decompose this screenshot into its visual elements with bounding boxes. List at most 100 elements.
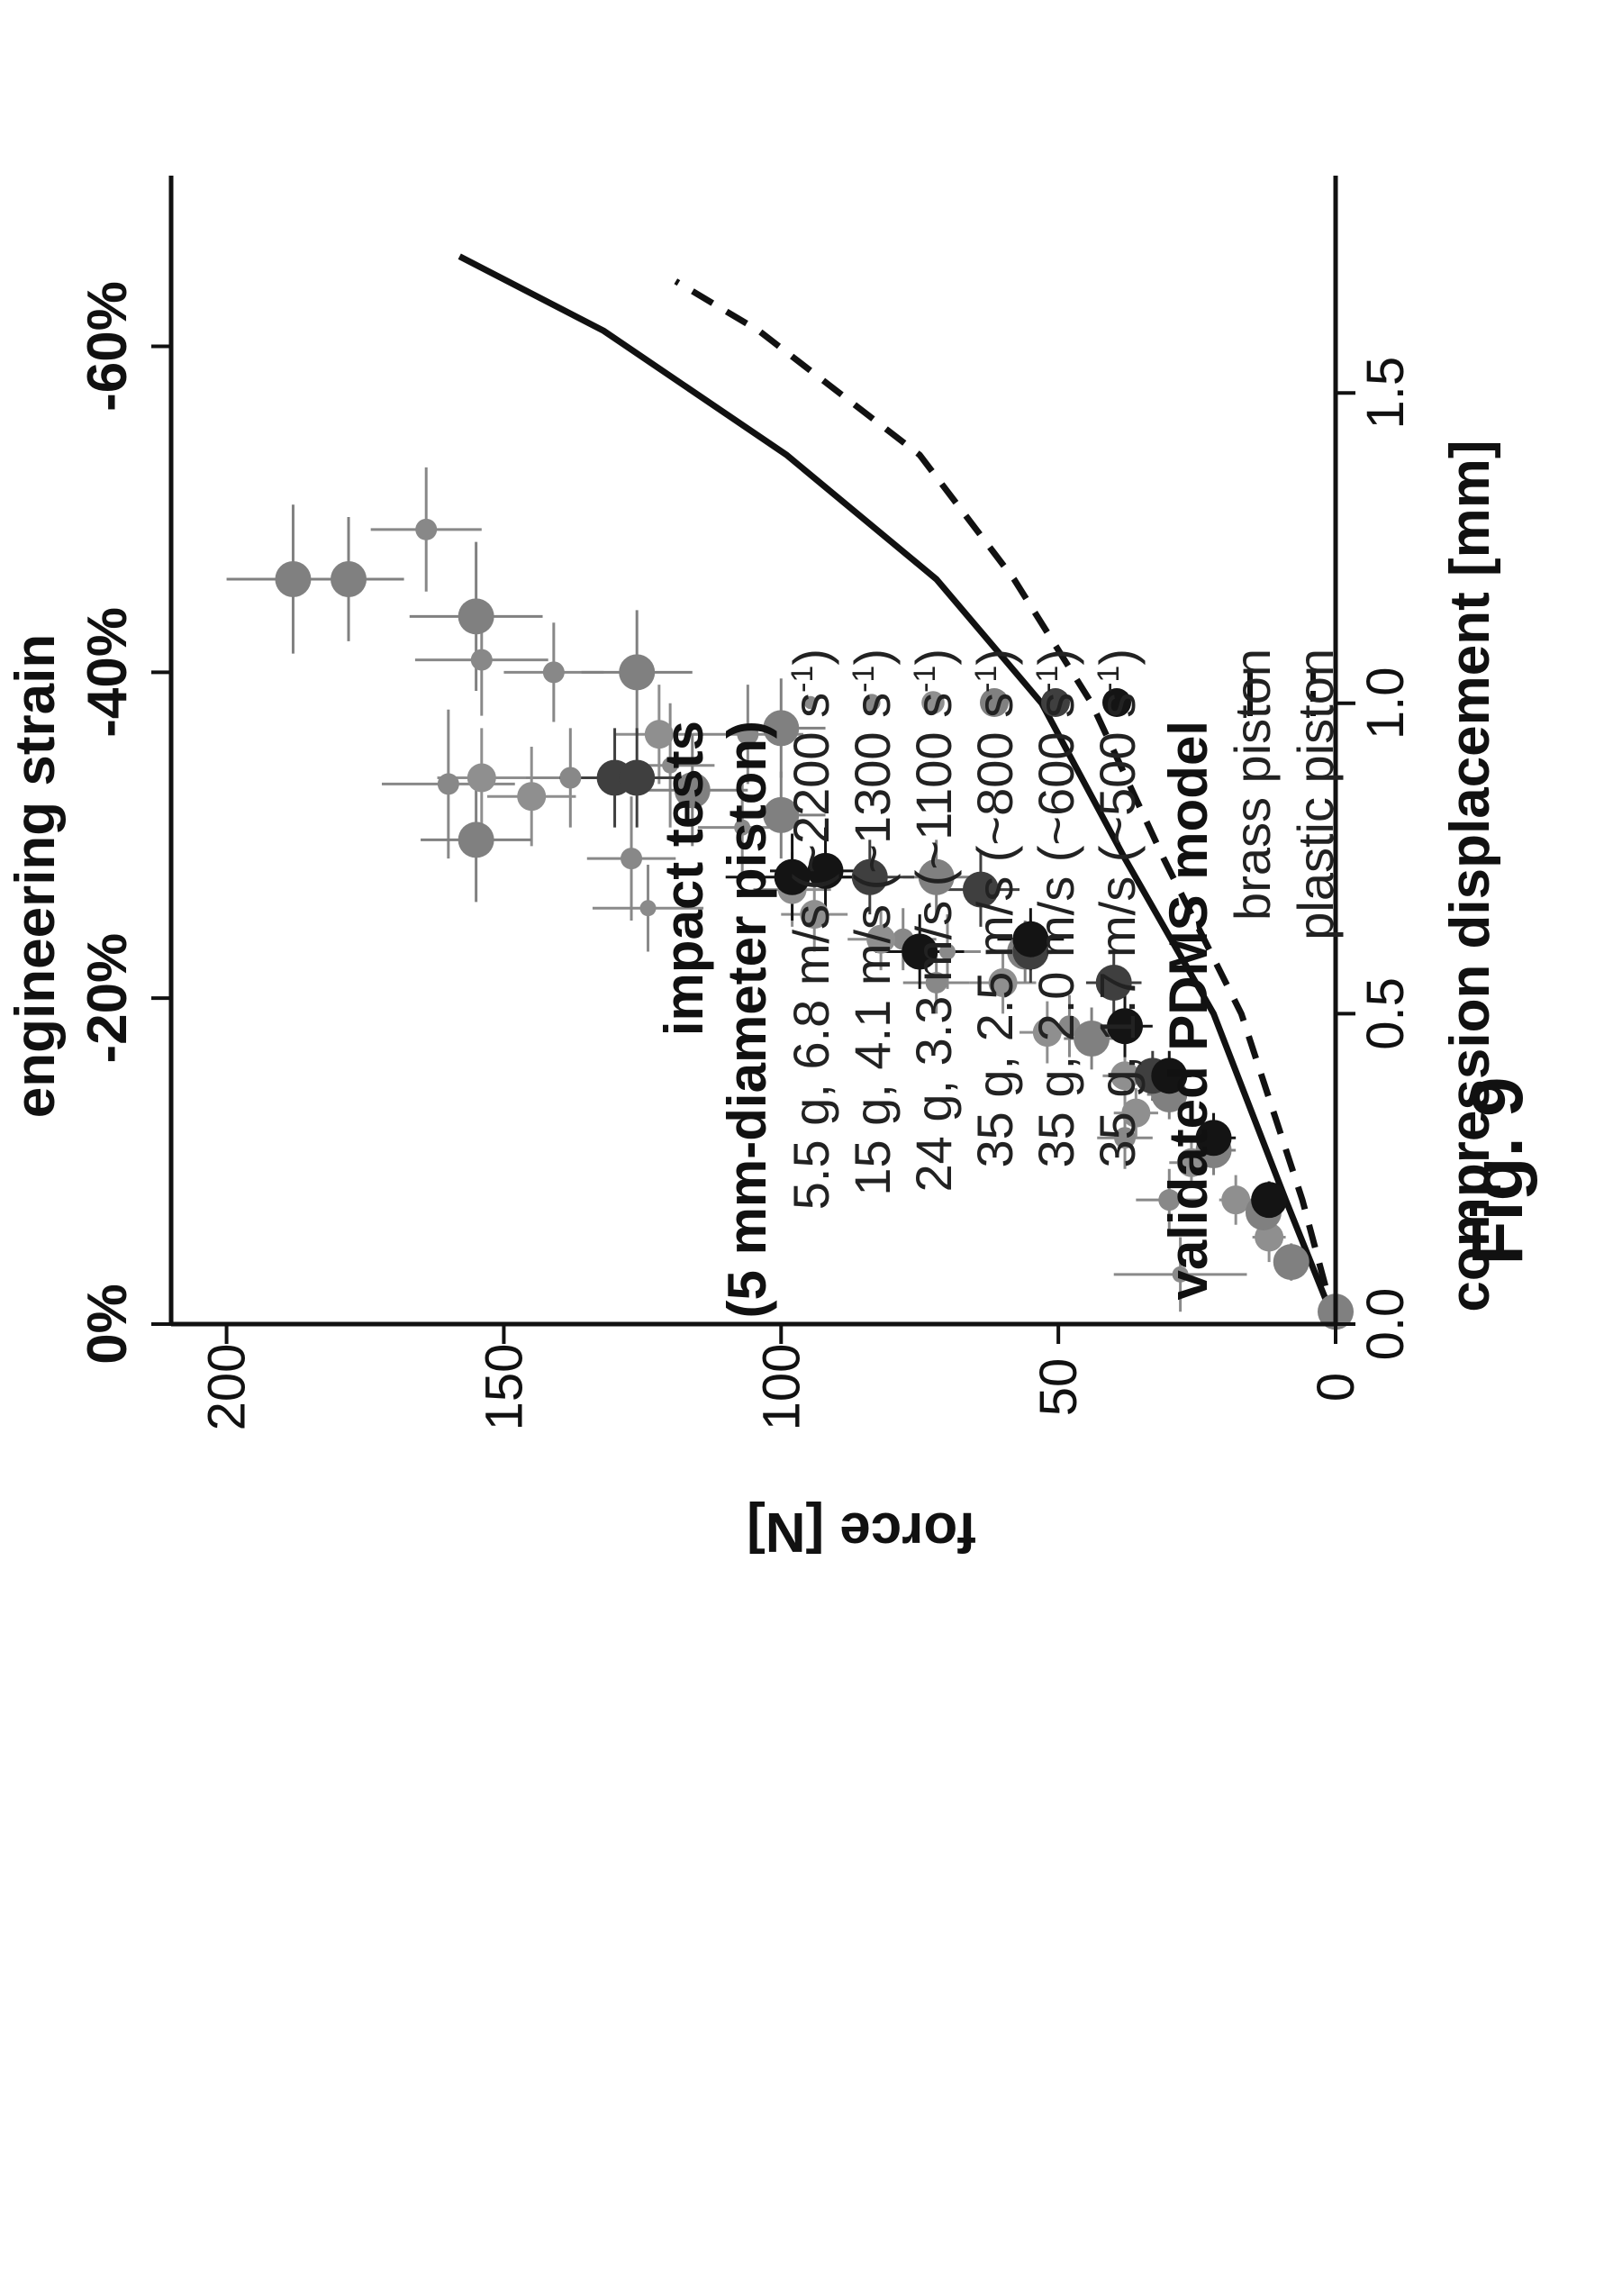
data-point <box>902 933 938 970</box>
data-point <box>962 871 999 908</box>
data-point <box>619 654 656 691</box>
force-tick-label: 200 <box>198 1344 257 1431</box>
strain-tick-label: 0% <box>77 1284 139 1365</box>
legend-line-label: plastic piston <box>1287 649 1344 940</box>
data-point <box>774 858 811 895</box>
data-point <box>470 649 493 671</box>
data-point <box>1121 1098 1151 1128</box>
data-point <box>674 772 711 809</box>
legend-series-label: 35 g, 1.7 m/s (~500 s-1) <box>1089 649 1146 1168</box>
legend-series-label: 24 g, 3.3 m/s (~1100 s-1) <box>905 649 962 1193</box>
legend-series-sup: -1 <box>1030 666 1065 693</box>
data-point <box>988 967 1018 997</box>
data-point <box>1195 1120 1232 1157</box>
data-point <box>807 852 844 889</box>
data-point <box>1172 1266 1189 1283</box>
data-point <box>1114 1127 1137 1149</box>
data-point <box>763 710 800 747</box>
legend-series-sup: -1 <box>1092 666 1126 693</box>
data-point <box>639 900 657 917</box>
legend-marker <box>921 691 945 714</box>
data-point <box>415 518 438 540</box>
legend-marker <box>1041 688 1070 717</box>
legend-series-name: 35 g, 1.7 m/s (~500 s <box>1089 693 1146 1168</box>
data-point <box>800 900 829 930</box>
data-point <box>1158 1189 1181 1212</box>
strain-tick-label: -60% <box>77 281 139 412</box>
legend: impact tests (5 mm-diameter piston) 5.5 g,… <box>654 649 1344 1318</box>
data-point <box>734 819 751 836</box>
data-point <box>621 848 643 870</box>
legend-series-close: ) <box>783 649 839 666</box>
displacement-tick-label: 0.5 <box>1356 977 1415 1050</box>
strain-axis-title: engineering strain <box>5 634 67 1118</box>
legend-marker <box>803 695 818 710</box>
force-tick-label: 150 <box>475 1344 533 1431</box>
strain-tick-label: -40% <box>77 607 139 738</box>
legend-series-label: 15 g, 4.1 m/s (~1300 s-1) <box>844 649 901 1196</box>
force-tick-label: 50 <box>1029 1358 1088 1417</box>
data-point <box>467 763 496 793</box>
legend-series-sup: -1 <box>908 666 942 693</box>
legend-series-name: 15 g, 4.1 m/s (~1300 s <box>844 693 901 1196</box>
legend-model-title: validated PDMS model <box>1158 721 1219 1300</box>
data-points <box>275 518 1354 1330</box>
force-tick-label: 0 <box>1307 1373 1365 1402</box>
data-point <box>737 723 759 746</box>
displacement-tick-label: 1.5 <box>1356 357 1415 430</box>
legend-marker <box>863 694 881 712</box>
data-point <box>1074 1020 1110 1057</box>
data-point <box>1012 921 1049 957</box>
legend-series-name: 35 g, 2.0 m/s (~600 s <box>1028 693 1084 1168</box>
legend-series-close: ) <box>844 649 901 666</box>
displacement-tick-label: 1.0 <box>1356 667 1415 740</box>
data-point <box>1095 964 1132 1001</box>
data-point <box>458 598 494 635</box>
data-point <box>851 858 888 895</box>
data-point <box>1058 1015 1081 1038</box>
legend-series-name: 35 g, 2.5 m/s (~800 s <box>966 693 1023 1168</box>
data-point <box>1273 1244 1309 1281</box>
legend-series-label: 35 g, 2.0 m/s (~600 s-1) <box>1028 649 1084 1168</box>
force-tick-label: 100 <box>752 1344 811 1431</box>
data-point <box>866 924 896 954</box>
legend-series-label: 5.5 g, 6.8 m/s (~2200 s-1) <box>783 649 839 1210</box>
data-point <box>1032 1018 1062 1048</box>
data-point <box>437 773 459 795</box>
data-point <box>1251 1182 1288 1219</box>
figure-label: Fig. 9 <box>1457 1077 1537 1266</box>
legend-impact-subtitle: (5 mm-diameter piston) <box>717 721 777 1318</box>
data-point <box>763 796 800 833</box>
legend-series-close: ) <box>966 649 1023 666</box>
data-point <box>925 971 947 994</box>
data-point <box>559 767 582 789</box>
force-axis-title: force [N] <box>747 1501 976 1563</box>
legend-marker <box>980 688 1009 717</box>
legend-marker <box>1102 688 1131 717</box>
data-point <box>619 759 656 796</box>
legend-series-name: 5.5 g, 6.8 m/s (~2200 s <box>783 693 839 1210</box>
legend-impact-title: impact tests <box>654 721 714 1036</box>
legend-series-close: ) <box>1089 649 1146 666</box>
data-point <box>542 661 565 684</box>
displacement-axis-title: compression displacement [mm] <box>1439 440 1501 1311</box>
data-point <box>517 782 547 812</box>
data-point <box>331 560 367 597</box>
legend-series-close: ) <box>1028 649 1084 666</box>
legend-series-close: ) <box>905 649 962 666</box>
legend-series-sup: -1 <box>785 666 820 693</box>
data-point <box>458 821 494 858</box>
displacement-tick-label: 0.0 <box>1356 1288 1415 1361</box>
strain-tick-label: -20% <box>77 933 139 1064</box>
data-point <box>644 720 674 749</box>
data-point <box>275 560 312 597</box>
legend-series-sup: -1 <box>847 666 881 693</box>
data-point <box>1221 1185 1251 1215</box>
data-point <box>1107 1008 1144 1045</box>
legend-series-sup: -1 <box>969 666 1003 693</box>
data-point <box>662 757 679 774</box>
data-point <box>1151 1057 1188 1094</box>
legend-line-label: brass piston <box>1224 649 1281 921</box>
legend-series-label: 35 g, 2.5 m/s (~800 s-1) <box>966 649 1023 1168</box>
